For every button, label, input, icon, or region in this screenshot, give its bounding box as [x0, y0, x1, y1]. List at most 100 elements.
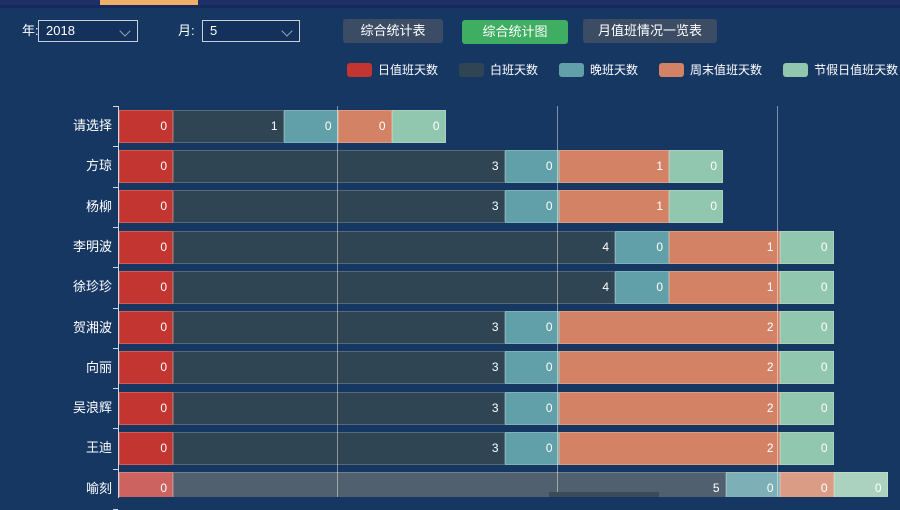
- bar-segment[interactable]: 0: [504, 351, 559, 385]
- legend-item-0[interactable]: 日值班天数: [347, 61, 438, 78]
- bar-segment[interactable]: 0: [119, 109, 173, 143]
- active-tab-indicator[interactable]: [100, 0, 198, 5]
- bar-segment[interactable]: 0: [119, 472, 173, 497]
- bar-segment[interactable]: 1: [669, 230, 780, 264]
- bar-segment[interactable]: 0: [119, 351, 173, 385]
- bar-segment[interactable]: 3: [173, 351, 505, 385]
- bar-segment[interactable]: 0: [119, 230, 173, 264]
- y-axis-tick: [113, 307, 118, 309]
- bar-value-label: 1: [766, 239, 774, 254]
- bar-segment[interactable]: 0: [504, 432, 559, 465]
- bar-segment[interactable]: 0: [669, 190, 723, 224]
- bar-segment[interactable]: 0: [779, 351, 834, 385]
- legend-item-4[interactable]: 节假日值班天数: [783, 61, 898, 78]
- bar-value-label: 0: [545, 441, 553, 455]
- bar-segment[interactable]: 0: [779, 311, 834, 345]
- bar-segment[interactable]: 0: [119, 270, 173, 304]
- bar-value-label: 1: [270, 118, 278, 133]
- bar-segment[interactable]: 0: [119, 190, 173, 224]
- bar-value-label: 0: [378, 118, 386, 133]
- bar-segment[interactable]: 2: [558, 432, 780, 465]
- legend-item-2[interactable]: 晚班天数: [559, 61, 638, 78]
- x-gridline: [337, 106, 338, 497]
- bar-segment[interactable]: 2: [558, 391, 780, 425]
- bar-segment[interactable]: 4: [173, 230, 615, 264]
- bar-value-label: 0: [545, 320, 553, 335]
- bar-segment[interactable]: 0: [615, 230, 669, 264]
- bar-segment[interactable]: 0: [669, 149, 723, 183]
- x-gridline: [557, 106, 558, 497]
- bar-value-label: 0: [710, 158, 717, 173]
- bar-value-label: 0: [820, 239, 828, 254]
- bar-segment[interactable]: 3: [173, 149, 505, 183]
- bar-segment[interactable]: 3: [173, 432, 505, 465]
- legend-item-3[interactable]: 周末值班天数: [659, 61, 762, 78]
- bar-segment[interactable]: 1: [173, 109, 284, 143]
- bar-segment[interactable]: 0: [779, 230, 834, 264]
- bar-segment[interactable]: 0: [119, 311, 173, 345]
- legend-item-1[interactable]: 白班天数: [459, 61, 538, 78]
- bar-value-label: 0: [656, 279, 663, 294]
- bar-value-label: 0: [545, 158, 553, 173]
- bar-segment[interactable]: 0: [779, 391, 834, 425]
- summary-table-button[interactable]: 综合统计表: [343, 19, 443, 43]
- summary-chart-button[interactable]: 综合统计图: [462, 20, 568, 44]
- chart-legend: 日值班天数 白班天数 晚班天数 周末值班天数 节假日值班天数: [347, 61, 900, 78]
- legend-color-chip: [659, 62, 685, 77]
- bar-segment[interactable]: 2: [558, 311, 780, 345]
- bar-value-label: 0: [656, 239, 663, 254]
- bar-segment[interactable]: 0: [119, 432, 173, 465]
- bar-segment[interactable]: 2: [558, 351, 780, 385]
- monthly-duty-list-button[interactable]: 月值班情况一览表: [583, 19, 717, 43]
- bar-value-label: 3: [491, 158, 499, 173]
- bar-segment[interactable]: 0: [504, 190, 559, 224]
- bar-segment[interactable]: 0: [725, 472, 780, 497]
- bar-segment[interactable]: 0: [119, 149, 173, 183]
- bar-segment[interactable]: 1: [558, 149, 669, 183]
- bar-row-喻刻: 0 5 0 0 0: [119, 472, 888, 497]
- bar-segment[interactable]: 0: [504, 391, 559, 425]
- bar-row-吴浪辉: 0 3 0 2 0: [119, 391, 834, 425]
- legend-color-chip: [347, 62, 372, 77]
- bar-row-向丽: 0 3 0 2 0: [119, 351, 834, 385]
- bar-segment[interactable]: 3: [173, 311, 505, 345]
- legend-label: 晚班天数: [590, 63, 639, 77]
- bar-segment[interactable]: 0: [779, 472, 834, 497]
- bar-value-label: 4: [602, 239, 609, 254]
- bar-segment[interactable]: 0: [119, 391, 173, 425]
- y-axis-tick: [113, 226, 118, 228]
- browser-tab-strip: [0, 0, 900, 5]
- bar-row-贺湘波: 0 3 0 2 0: [119, 311, 834, 345]
- bar-segment[interactable]: 0: [504, 311, 559, 345]
- bar-segment[interactable]: 1: [558, 190, 669, 224]
- month-label: 月:: [178, 23, 195, 38]
- legend-label: 节假日值班天数: [814, 63, 899, 77]
- bar-segment[interactable]: 0: [833, 472, 888, 497]
- bar-segment[interactable]: 0: [615, 270, 669, 304]
- y-axis-category-label: 李明波: [72, 238, 112, 254]
- bar-segment[interactable]: 0: [504, 149, 559, 183]
- year-select[interactable]: 2018: [38, 20, 138, 42]
- bar-value-label: 0: [820, 320, 828, 335]
- x-gridline: [777, 106, 778, 497]
- bar-segment[interactable]: 1: [669, 270, 780, 304]
- bar-segment[interactable]: 0: [337, 109, 392, 143]
- bar-segment[interactable]: 3: [173, 190, 505, 224]
- bar-row-杨柳: 0 3 0 1 0: [119, 190, 723, 224]
- legend-label: 白班天数: [490, 63, 539, 77]
- bar-value-label: 0: [160, 199, 167, 214]
- month-select[interactable]: 5: [202, 20, 300, 42]
- y-axis-tick: [113, 106, 118, 107]
- bar-segment[interactable]: 0: [779, 432, 834, 465]
- bar-value-label: 1: [656, 158, 663, 173]
- bar-row-方琼: 0 3 0 1 0: [119, 149, 723, 183]
- bar-segment[interactable]: 0: [779, 270, 834, 304]
- bar-segment[interactable]: 0: [283, 109, 338, 143]
- y-axis-tick: [113, 267, 118, 269]
- bar-segment[interactable]: 0: [391, 109, 446, 143]
- bar-segment[interactable]: 3: [173, 391, 505, 425]
- bar-value-label: 3: [491, 199, 499, 214]
- bar-segment[interactable]: 4: [173, 270, 615, 304]
